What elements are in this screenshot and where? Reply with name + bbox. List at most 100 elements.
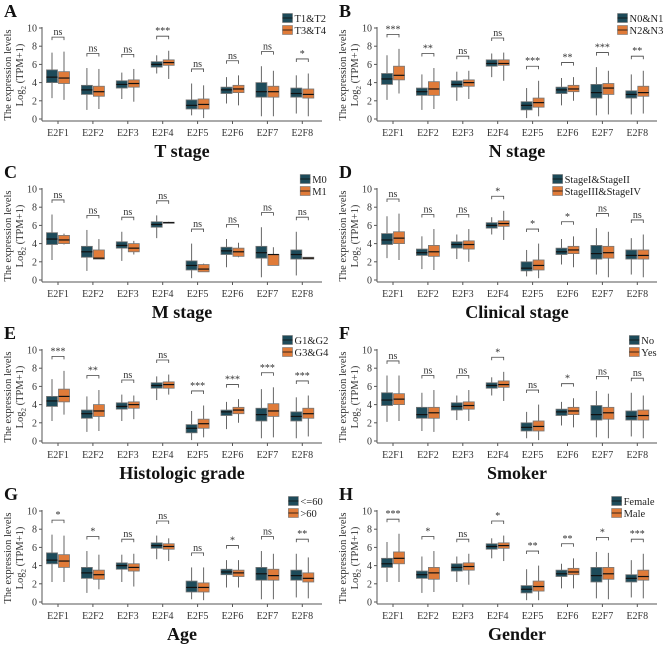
significance-bracket	[561, 62, 574, 66]
x-tick-label: E2F8	[626, 128, 648, 139]
box	[267, 403, 280, 417]
ylabel-unit: (TPM+1)	[15, 43, 26, 86]
ylabel-log: Log	[15, 89, 26, 107]
box-group2-e2f5	[197, 567, 210, 601]
x-tick-label: E2F2	[82, 128, 104, 139]
panel-letter: E	[4, 323, 16, 343]
ylabel-log: Log	[350, 411, 361, 429]
ylabel-log: Log	[15, 411, 26, 429]
panel-title: T stage	[154, 141, 209, 161]
y-tick-label: 8	[32, 364, 37, 375]
y-tick-label: 8	[32, 42, 37, 53]
x-tick-label: E2F3	[117, 450, 139, 461]
significance-label: *	[90, 526, 95, 537]
legend-label: M0	[312, 175, 327, 186]
x-tick-label: E2F8	[291, 611, 313, 622]
box-group1-e2f3	[115, 72, 128, 99]
box	[381, 557, 393, 568]
box-group1-e2f3	[450, 556, 463, 582]
box	[590, 84, 603, 99]
y-tick-label: 0	[32, 598, 37, 609]
y-tick-label: 10	[362, 185, 372, 196]
y-tick-label: 2	[367, 579, 372, 590]
significance-label: ns	[54, 27, 63, 38]
ylabel-sub: 2	[20, 407, 28, 411]
legend-label: N0&N1	[630, 14, 664, 25]
x-tick-label: E2F3	[117, 611, 139, 622]
legend-label: T3&T4	[295, 26, 327, 37]
ylabel-unit: (TPM+1)	[15, 204, 26, 247]
x-tick-label: E2F1	[382, 128, 404, 139]
x-tick-label: E2F6	[557, 450, 579, 461]
box-group2-e2f6	[232, 399, 245, 423]
box	[197, 264, 210, 273]
box-group2-e2f7	[267, 553, 280, 600]
box-group2-e2f3	[462, 70, 475, 99]
significance-bracket	[261, 372, 274, 376]
box-group2-e2f1	[393, 375, 405, 421]
box	[393, 65, 405, 81]
y-tick-label: 2	[32, 96, 37, 107]
x-tick-label: E2F6	[222, 128, 244, 139]
significance-bracket	[261, 536, 274, 540]
y-tick-label: 0	[32, 276, 37, 287]
significance-bracket	[226, 384, 239, 388]
x-tick-label: E2F1	[47, 450, 69, 461]
x-tick-label: E2F5	[522, 128, 544, 139]
significance-bracket	[226, 224, 239, 228]
significance-label: ***	[225, 375, 240, 386]
box-group1-e2f2	[81, 396, 93, 432]
significance-label: *	[495, 186, 500, 197]
box-group1-e2f6	[555, 239, 568, 265]
box-group1-e2f1	[46, 214, 58, 260]
box-group1-e2f2	[416, 74, 428, 110]
significance-label: ns	[423, 365, 432, 376]
significance-bracket	[156, 359, 170, 364]
box-group1-e2f2	[81, 68, 93, 110]
box-group2-e2f5	[532, 565, 545, 601]
significance-bracket	[456, 55, 470, 60]
box	[625, 249, 638, 260]
x-tick-label: E2F8	[291, 128, 313, 139]
panel-letter: F	[339, 323, 350, 343]
box-group1-e2f4	[150, 215, 163, 239]
box	[590, 245, 603, 260]
box-group2-e2f7	[602, 231, 615, 278]
box-group2-e2f4	[497, 210, 510, 240]
y-tick-label: 10	[27, 507, 37, 518]
significance-label: ns	[298, 207, 307, 218]
box-group2-e2f4	[497, 535, 510, 562]
panel-f: F The expression levels Log2 (TPM+1) 0 2 4 6 8 1…	[335, 322, 669, 483]
y-tick-label: 2	[32, 257, 37, 268]
significance-bracket	[561, 383, 574, 387]
y-tick-label: 10	[362, 346, 372, 357]
significance-bracket	[51, 199, 65, 203]
significance-bracket	[191, 68, 204, 72]
box-group1-e2f6	[220, 77, 233, 104]
box-group1-e2f4	[150, 535, 163, 560]
legend-label: No	[641, 336, 654, 347]
box-group2-e2f5	[532, 80, 545, 117]
y-tick-label: 6	[32, 60, 37, 71]
box-group2-e2f3	[127, 553, 140, 587]
y-tick-label: 4	[32, 561, 37, 572]
box-group1-e2f1	[381, 375, 393, 422]
panel-c: C The expression levels Log2 (TPM+1) 0 2 4 6 8 1…	[0, 161, 334, 322]
significance-bracket	[121, 53, 135, 58]
box	[416, 406, 428, 419]
box-group1-e2f2	[416, 556, 428, 593]
y-axis-unit-label: Log2 (TPM+1)	[350, 43, 363, 106]
x-tick-label: E2F2	[417, 289, 439, 300]
significance-label: ns	[458, 529, 467, 540]
box-group1-e2f2	[81, 551, 93, 593]
x-tick-label: E2F5	[522, 289, 544, 300]
x-tick-label: E2F5	[187, 128, 209, 139]
y-tick-label: 2	[367, 418, 372, 429]
x-tick-label: E2F1	[47, 289, 69, 300]
box-group2-e2f1	[58, 535, 70, 582]
x-tick-label: E2F5	[522, 611, 544, 622]
panel-e: E The expression levels Log2 (TPM+1) 0 2 4 6 8 1…	[0, 322, 334, 483]
